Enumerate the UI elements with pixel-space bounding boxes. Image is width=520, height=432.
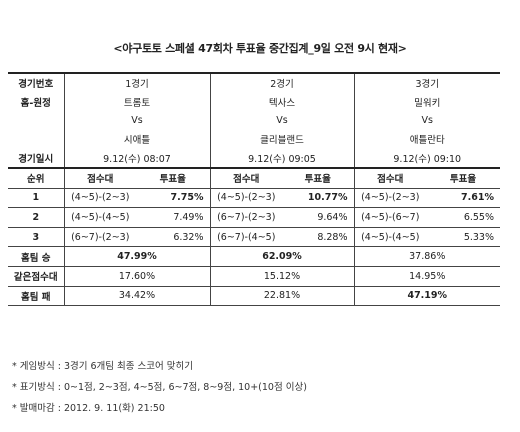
score-band: (4~5)-(4~5) xyxy=(63,207,136,228)
row-home-team: 홈-원정 트롬토 텍사스 밀워키 xyxy=(8,92,500,112)
row-vs: Vs Vs Vs xyxy=(8,111,500,130)
game-1-home: 트롬토 xyxy=(63,92,210,112)
score-band: (6~7)-(2~3) xyxy=(209,207,282,228)
game-1-loss: 34.42% xyxy=(63,286,210,306)
game-3-win: 37.86% xyxy=(353,246,500,267)
vote-rate-table: 경기번호 1경기 2경기 3경기 홈-원정 트롬토 텍사스 밀워키 Vs Vs … xyxy=(8,72,500,306)
game-3-loss: 47.19% xyxy=(353,286,500,306)
vote-rate: 7.61% xyxy=(461,192,494,204)
header-score-3: 점수대 xyxy=(353,167,426,189)
header-rate-3: 투표율 xyxy=(449,174,477,186)
header-score-2: 점수대 xyxy=(209,167,282,189)
game-3-date: 9.12(수) 09:10 xyxy=(353,148,500,168)
label-game-number: 경기번호 xyxy=(18,79,54,91)
game-3-number: 3경기 xyxy=(353,73,500,93)
vote-rate: 7.75% xyxy=(170,192,204,204)
vote-rate: 6.32% xyxy=(173,231,204,243)
vote-rate: 9.64% xyxy=(317,211,348,223)
table-row: 2 (4~5)-(4~5) 7.49% (6~7)-(2~3) 9.64% (4… xyxy=(8,207,500,228)
label-home-away: 홈-원정 xyxy=(20,97,51,109)
score-band: (4~5)-(4~5) xyxy=(353,227,426,247)
vote-rate: 6.55% xyxy=(463,211,494,223)
game-2-number: 2경기 xyxy=(209,73,354,93)
game-2-home: 텍사스 xyxy=(209,92,354,112)
label-home-win: 홈팀 승 xyxy=(20,252,51,264)
label-home-loss: 홈팀 패 xyxy=(20,291,51,303)
score-band: (4~5)-(6~7) xyxy=(353,207,426,228)
game-2-loss: 22.81% xyxy=(209,286,354,306)
game-1-same: 17.60% xyxy=(63,266,210,287)
game-1-away: 시애틀 xyxy=(63,129,210,149)
row-game-date: 경기일시 9.12(수) 08:07 9.12(수) 09:05 9.12(수)… xyxy=(8,148,500,168)
rank-number: 2 xyxy=(32,211,40,223)
label-game-date: 경기일시 xyxy=(18,153,54,165)
note-notation: * 표기방식 : 0~1점, 2~3점, 4~5점, 6~7점, 8~9점, 1… xyxy=(12,382,307,393)
vote-rate: 10.77% xyxy=(307,192,348,204)
game-3-same: 14.95% xyxy=(353,266,500,287)
score-band: (4~5)-(2~3) xyxy=(209,188,282,208)
row-same-band: 같은점수대 17.60% 15.12% 14.95% xyxy=(8,266,500,287)
header-rate-1: 투표율 xyxy=(159,174,186,186)
score-band: (6~7)-(4~5) xyxy=(209,227,282,247)
game-2-vs: Vs xyxy=(209,111,354,130)
score-band: (6~7)-(2~3) xyxy=(63,227,136,247)
label-same-band: 같은점수대 xyxy=(13,272,58,284)
game-3-vs: Vs xyxy=(353,111,500,130)
label-rank: 순위 xyxy=(27,174,45,186)
row-game-number: 경기번호 1경기 2경기 3경기 xyxy=(8,73,500,93)
game-1-win: 47.99% xyxy=(63,246,210,267)
row-away-team: 시애틀 클리블랜드 애틀란타 xyxy=(8,129,500,149)
game-2-win: 62.09% xyxy=(209,246,354,267)
header-rate-2: 투표율 xyxy=(304,174,331,186)
page-title: <야구토토 스페셜 47회차 투표율 중간집계_9일 오전 9시 현재> xyxy=(113,42,407,55)
game-1-vs: Vs xyxy=(63,111,210,130)
vote-rate: 5.33% xyxy=(463,231,494,243)
rank-number: 1 xyxy=(32,192,40,204)
notes-section: * 게임방식 : 3경기 6개팀 최종 스코어 맞히기 * 표기방식 : 0~1… xyxy=(12,356,307,419)
vote-rate: 7.49% xyxy=(173,211,204,223)
table-row: 3 (6~7)-(2~3) 6.32% (6~7)-(4~5) 8.28% (4… xyxy=(8,227,500,247)
game-2-away: 클리블랜드 xyxy=(209,129,354,149)
score-band: (4~5)-(2~3) xyxy=(353,188,426,208)
row-home-loss: 홈팀 패 34.42% 22.81% 47.19% xyxy=(8,286,500,306)
note-sales-deadline: * 발매마감 : 2012. 9. 11(화) 21:50 xyxy=(12,403,165,414)
game-3-away: 애틀란타 xyxy=(353,129,500,149)
note-game-method: * 게임방식 : 3경기 6개팀 최종 스코어 맞히기 xyxy=(12,361,194,372)
vote-rate: 8.28% xyxy=(317,231,348,243)
row-home-win: 홈팀 승 47.99% 62.09% 37.86% xyxy=(8,246,500,267)
row-column-headers: 순위 점수대 투표율 점수대 투표율 점수대 투표율 xyxy=(8,167,500,189)
game-1-number: 1경기 xyxy=(63,73,210,93)
game-2-same: 15.12% xyxy=(209,266,354,287)
game-3-home: 밀워키 xyxy=(353,92,500,112)
score-band: (4~5)-(2~3) xyxy=(63,188,136,208)
header-score-1: 점수대 xyxy=(63,167,136,189)
rank-number: 3 xyxy=(32,231,40,243)
game-2-date: 9.12(수) 09:05 xyxy=(209,148,354,168)
game-1-date: 9.12(수) 08:07 xyxy=(63,148,210,168)
table-row: 1 (4~5)-(2~3) 7.75% (4~5)-(2~3) 10.77% (… xyxy=(8,188,500,208)
